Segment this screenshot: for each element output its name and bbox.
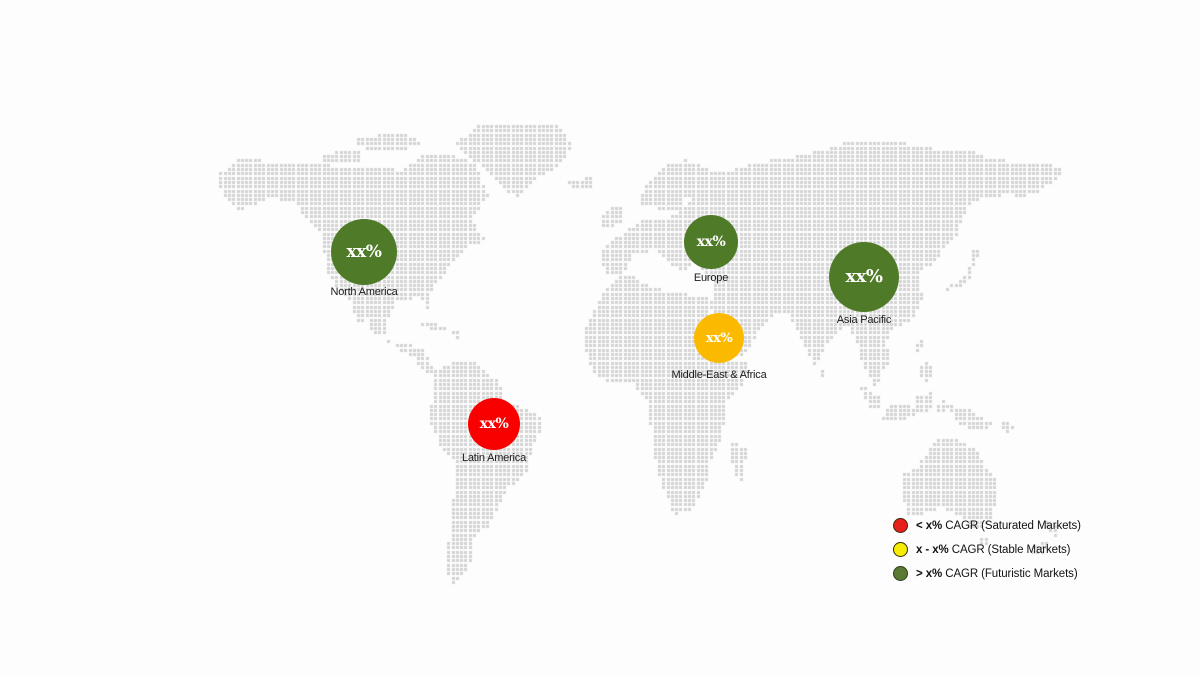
region-value-middle-east-africa: xx% [705,330,733,346]
legend-dot-stable [893,542,908,557]
region-label-asia-pacific: Asia Pacific [836,314,892,326]
legend-label-stable: x - x% CAGR (Stable Markets) [916,543,1071,556]
legend-dot-saturated [893,518,908,533]
legend-label-saturated: < x% CAGR (Saturated Markets) [916,520,1081,532]
region-value-latin-america: xx% [479,416,509,432]
region-value-europe: xx% [696,234,726,250]
legend: < x% CAGR (Saturated Markets) x - x% CAGR… [893,518,1081,581]
legend-item-futuristic[interactable]: > x% CAGR (Futuristic Markets) [893,566,1081,581]
legend-dot-futuristic [893,566,908,581]
region-bubble-latin-america[interactable]: xx% [468,398,520,450]
region-label-europe: Europe [693,272,729,284]
legend-range-futuristic: > x% [916,567,943,580]
legend-range-stable: x - x% [916,543,949,556]
legend-item-saturated[interactable]: < x% CAGR (Saturated Markets) [893,518,1081,533]
region-bubble-middle-east-africa[interactable]: xx% [694,313,744,363]
legend-range-saturated: < x% [916,519,943,532]
region-label-middle-east-africa: Middle-East & Africa [671,369,767,381]
legend-desc-stable: CAGR (Stable Markets) [948,543,1071,556]
legend-desc-futuristic: CAGR (Futuristic Markets) [942,567,1078,580]
legend-item-stable[interactable]: x - x% CAGR (Stable Markets) [893,542,1081,557]
region-bubble-north-america[interactable]: xx% [331,219,397,285]
legend-desc-saturated: CAGR (Saturated Markets) [942,519,1081,532]
region-bubble-europe[interactable]: xx% [684,215,738,269]
region-value-north-america: xx% [346,241,382,262]
region-label-latin-america: Latin America [461,452,527,464]
legend-label-futuristic: > x% CAGR (Futuristic Markets) [916,568,1078,580]
region-bubble-asia-pacific[interactable]: xx% [829,242,899,312]
region-label-north-america: North America [330,286,398,298]
region-value-asia-pacific: xx% [845,266,883,287]
